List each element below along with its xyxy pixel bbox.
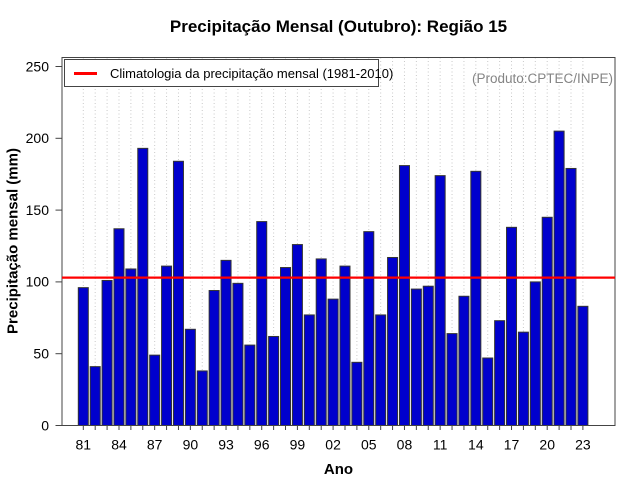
bar-1985 bbox=[125, 268, 137, 427]
bar-2004 bbox=[351, 361, 363, 427]
bar-1994 bbox=[232, 282, 244, 426]
climatology-line-swatch bbox=[74, 71, 97, 75]
bar-2012 bbox=[446, 333, 458, 427]
bar-2009 bbox=[410, 288, 422, 426]
bar-1997 bbox=[268, 335, 280, 426]
bar-2005 bbox=[363, 231, 375, 426]
x-tick-label: 20 bbox=[539, 437, 555, 453]
bar-2020 bbox=[541, 216, 553, 426]
watermark-text: (Produto:CPTEC/INPE) bbox=[471, 71, 613, 86]
x-tick-label: 87 bbox=[147, 437, 163, 453]
bar-2018 bbox=[517, 331, 529, 426]
x-tick-label: 02 bbox=[325, 437, 341, 453]
bar-1996 bbox=[256, 221, 268, 426]
bar-1989 bbox=[172, 160, 184, 426]
x-tick-label: 11 bbox=[433, 437, 448, 453]
x-tick-label: 93 bbox=[218, 437, 234, 453]
bar-2006 bbox=[375, 314, 387, 427]
bar-1986 bbox=[137, 147, 149, 427]
legend: Climatologia da precipitação mensal (198… bbox=[64, 59, 393, 87]
bar-2019 bbox=[529, 281, 541, 426]
bar-2017 bbox=[506, 226, 518, 426]
bar-1987 bbox=[149, 354, 161, 426]
x-axis-title: Ano bbox=[323, 461, 354, 478]
bar-1995 bbox=[244, 344, 256, 427]
bar-2013 bbox=[458, 295, 470, 427]
y-tick-label: 150 bbox=[26, 202, 50, 218]
y-tick-label: 200 bbox=[26, 130, 50, 146]
bar-1991 bbox=[196, 370, 208, 427]
chart-title: Precipitação Mensal (Outubro): Região 15 bbox=[169, 17, 508, 36]
bar-2011 bbox=[434, 175, 446, 426]
bar-2000 bbox=[303, 314, 315, 427]
x-tick-label: 23 bbox=[575, 437, 591, 453]
x-tick-label: 81 bbox=[76, 437, 92, 453]
y-tick-label: 0 bbox=[41, 417, 49, 433]
bar-2022 bbox=[565, 167, 577, 426]
x-tick-label: 08 bbox=[397, 437, 413, 453]
x-tick-label: 90 bbox=[183, 437, 199, 453]
x-tick-label: 05 bbox=[361, 437, 377, 453]
bar-1990 bbox=[184, 328, 196, 426]
x-tick-label: 14 bbox=[468, 437, 484, 453]
bar-2008 bbox=[398, 165, 410, 426]
bar-1988 bbox=[161, 265, 173, 426]
y-tick-label: 250 bbox=[26, 58, 50, 74]
bar-1981 bbox=[77, 287, 89, 427]
bar-1983 bbox=[101, 279, 113, 426]
bar-2015 bbox=[482, 357, 494, 426]
bar-2023 bbox=[577, 305, 589, 427]
x-tick-label: 17 bbox=[504, 437, 520, 453]
legend-label: Climatologia da precipitação mensal (198… bbox=[110, 65, 394, 81]
bar-2002 bbox=[327, 298, 339, 426]
bar-2001 bbox=[315, 258, 327, 427]
bar-1993 bbox=[220, 259, 232, 426]
y-tick-label: 100 bbox=[26, 274, 50, 290]
bar-2016 bbox=[494, 320, 506, 426]
y-tick-label: 50 bbox=[33, 346, 49, 362]
y-axis-title: Precipitação mensal (mm) bbox=[4, 148, 22, 334]
x-tick-label: 84 bbox=[111, 437, 127, 453]
bar-2007 bbox=[387, 256, 399, 426]
bar-2010 bbox=[422, 285, 434, 427]
bar-1998 bbox=[280, 267, 292, 427]
bar-1982 bbox=[89, 366, 101, 426]
x-tick-label: 96 bbox=[254, 437, 270, 453]
plot-box bbox=[61, 57, 616, 426]
bar-2003 bbox=[339, 265, 351, 426]
bar-2014 bbox=[470, 170, 482, 426]
x-tick-label: 99 bbox=[290, 437, 306, 453]
bar-1999 bbox=[291, 244, 303, 426]
bar-1984 bbox=[113, 228, 125, 426]
bar-1992 bbox=[208, 290, 220, 426]
